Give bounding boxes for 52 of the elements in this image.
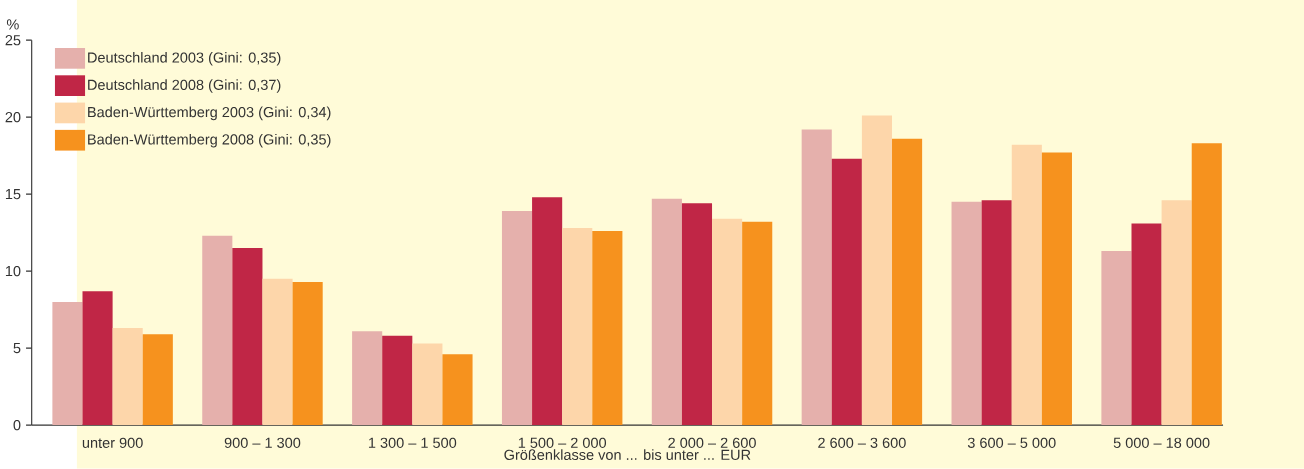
bar <box>412 343 443 426</box>
bar <box>831 158 862 426</box>
bar <box>861 115 893 426</box>
bar <box>142 334 173 426</box>
bar <box>592 231 623 426</box>
x-axis-title: Größenklasse von ... bis unter ... EUR <box>504 449 751 461</box>
bar <box>562 228 593 426</box>
x-tick-label: 1 500 – 2 000 <box>518 437 607 449</box>
legend-label: Baden-Württemberg 2003 (Gini: 0,34) <box>88 106 331 121</box>
bar <box>292 282 323 426</box>
bar <box>1161 200 1192 426</box>
x-tick-label: unter 900 <box>82 437 143 449</box>
bar <box>532 197 563 426</box>
bar <box>742 222 773 426</box>
bar <box>681 203 713 426</box>
bar <box>232 248 263 426</box>
x-tick-label: 2 000 – 2 600 <box>668 437 756 449</box>
bar <box>202 235 233 426</box>
legend-label: Deutschland 2003 (Gini: 0,35) <box>88 52 281 66</box>
bar <box>892 138 923 426</box>
x-tick-label: 3 600 – 5 000 <box>967 437 1056 449</box>
y-tick-label: 10 <box>5 266 21 277</box>
x-tick-label: 1 300 – 1 500 <box>368 437 457 449</box>
y-tick-label: 20 <box>5 112 21 123</box>
y-tick-label: 5 <box>13 343 21 354</box>
y-axis-title: % <box>6 19 19 30</box>
bar <box>112 328 143 426</box>
y-tick-label: 0 <box>13 420 21 431</box>
bar <box>651 198 682 426</box>
bar <box>951 202 982 426</box>
bar <box>82 291 113 426</box>
y-tick-label: 15 <box>5 189 21 200</box>
legend-label: Deutschland 2008 (Gini: 0,37) <box>88 79 281 94</box>
x-tick-label: 900 – 1 300 <box>224 437 301 449</box>
legend-label: Baden-Württemberg 2008 (Gini: 0,35) <box>88 134 331 148</box>
bar <box>1191 143 1222 426</box>
bar <box>1101 251 1132 426</box>
bar <box>712 218 743 426</box>
bar <box>801 129 832 426</box>
bar <box>1131 223 1162 426</box>
bar <box>501 211 533 426</box>
y-tick-label: 25 <box>5 35 21 46</box>
bar <box>52 302 83 426</box>
bar <box>352 331 383 426</box>
x-tick-label: 5 000 – 18 000 <box>1113 437 1210 449</box>
bar <box>981 200 1012 426</box>
bar <box>262 278 293 426</box>
bar <box>382 335 413 426</box>
x-tick-label: 2 600 – 3 600 <box>818 437 906 449</box>
bar <box>442 354 473 426</box>
bar <box>1041 152 1072 426</box>
bar <box>1011 145 1042 426</box>
